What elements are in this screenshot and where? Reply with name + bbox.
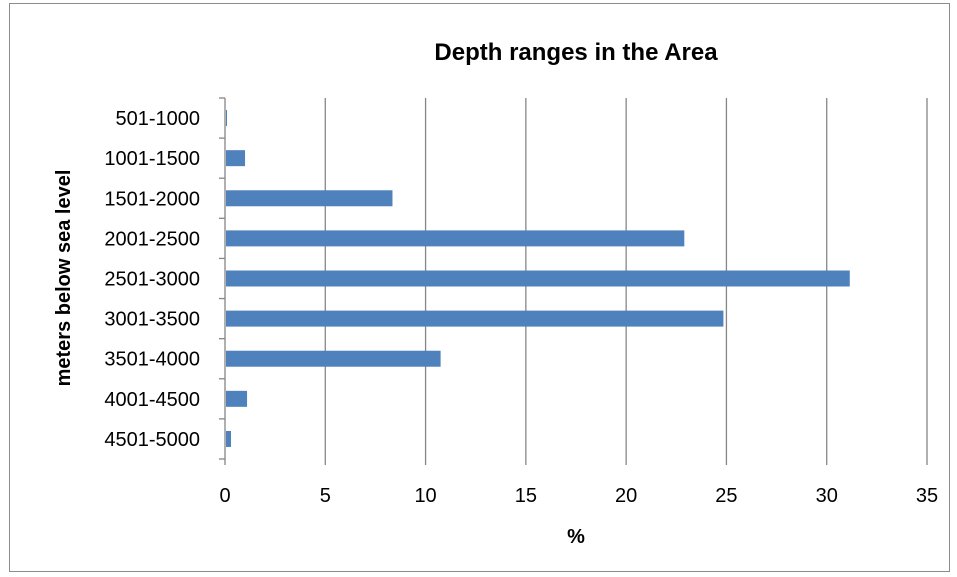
x-tick-label-15: 15	[515, 485, 537, 507]
bar-3501-4000	[226, 350, 441, 367]
category-labels: 501-1000 1001-1500 1501-2000 2001-2500 2501-…	[104, 108, 200, 451]
y-tick-label-2501-3000: 2501-3000	[104, 269, 200, 291]
bar-4001-4500	[226, 390, 248, 407]
bar-4501-5000	[226, 430, 232, 447]
y-tick-label-501-1000: 501-1000	[115, 108, 200, 130]
y-tick-label-2001-2500: 2001-2500	[104, 228, 200, 250]
bar-3001-3500	[226, 310, 724, 327]
y-tick-label-4001-4500: 4001-4500	[104, 389, 200, 411]
bar-1501-2000	[226, 190, 393, 207]
x-tick-label-0: 0	[219, 485, 230, 507]
y-tick-label-4501-5000: 4501-5000	[104, 429, 200, 451]
x-tick-labels: 0 5 10 15 20 25 30 35	[219, 485, 938, 507]
x-tick-label-30: 30	[816, 485, 838, 507]
y-tick-label-3501-4000: 3501-4000	[104, 349, 200, 371]
x-tick-label-10: 10	[414, 485, 436, 507]
x-tick-label-35: 35	[916, 485, 938, 507]
y-tick-label-1001-1500: 1001-1500	[104, 148, 200, 170]
bar-1001-1500	[226, 150, 246, 167]
y-tick-label-3001-3500: 3001-3500	[104, 309, 200, 331]
x-tick-label-20: 20	[615, 485, 637, 507]
x-axis-title: %	[567, 526, 585, 548]
bar-2501-3000	[226, 270, 850, 287]
y-tick-label-1501-2000: 1501-2000	[104, 188, 200, 210]
x-tick-label-5: 5	[320, 485, 331, 507]
y-axis-title: meters below sea level	[53, 170, 75, 387]
x-tick-label-25: 25	[715, 485, 737, 507]
bars	[226, 110, 850, 447]
bar-501-1000	[226, 110, 228, 127]
bar-2001-2500	[226, 230, 685, 247]
chart-frame	[9, 3, 950, 572]
chart-title: Depth ranges in the Area	[434, 39, 718, 66]
axes	[219, 97, 928, 465]
